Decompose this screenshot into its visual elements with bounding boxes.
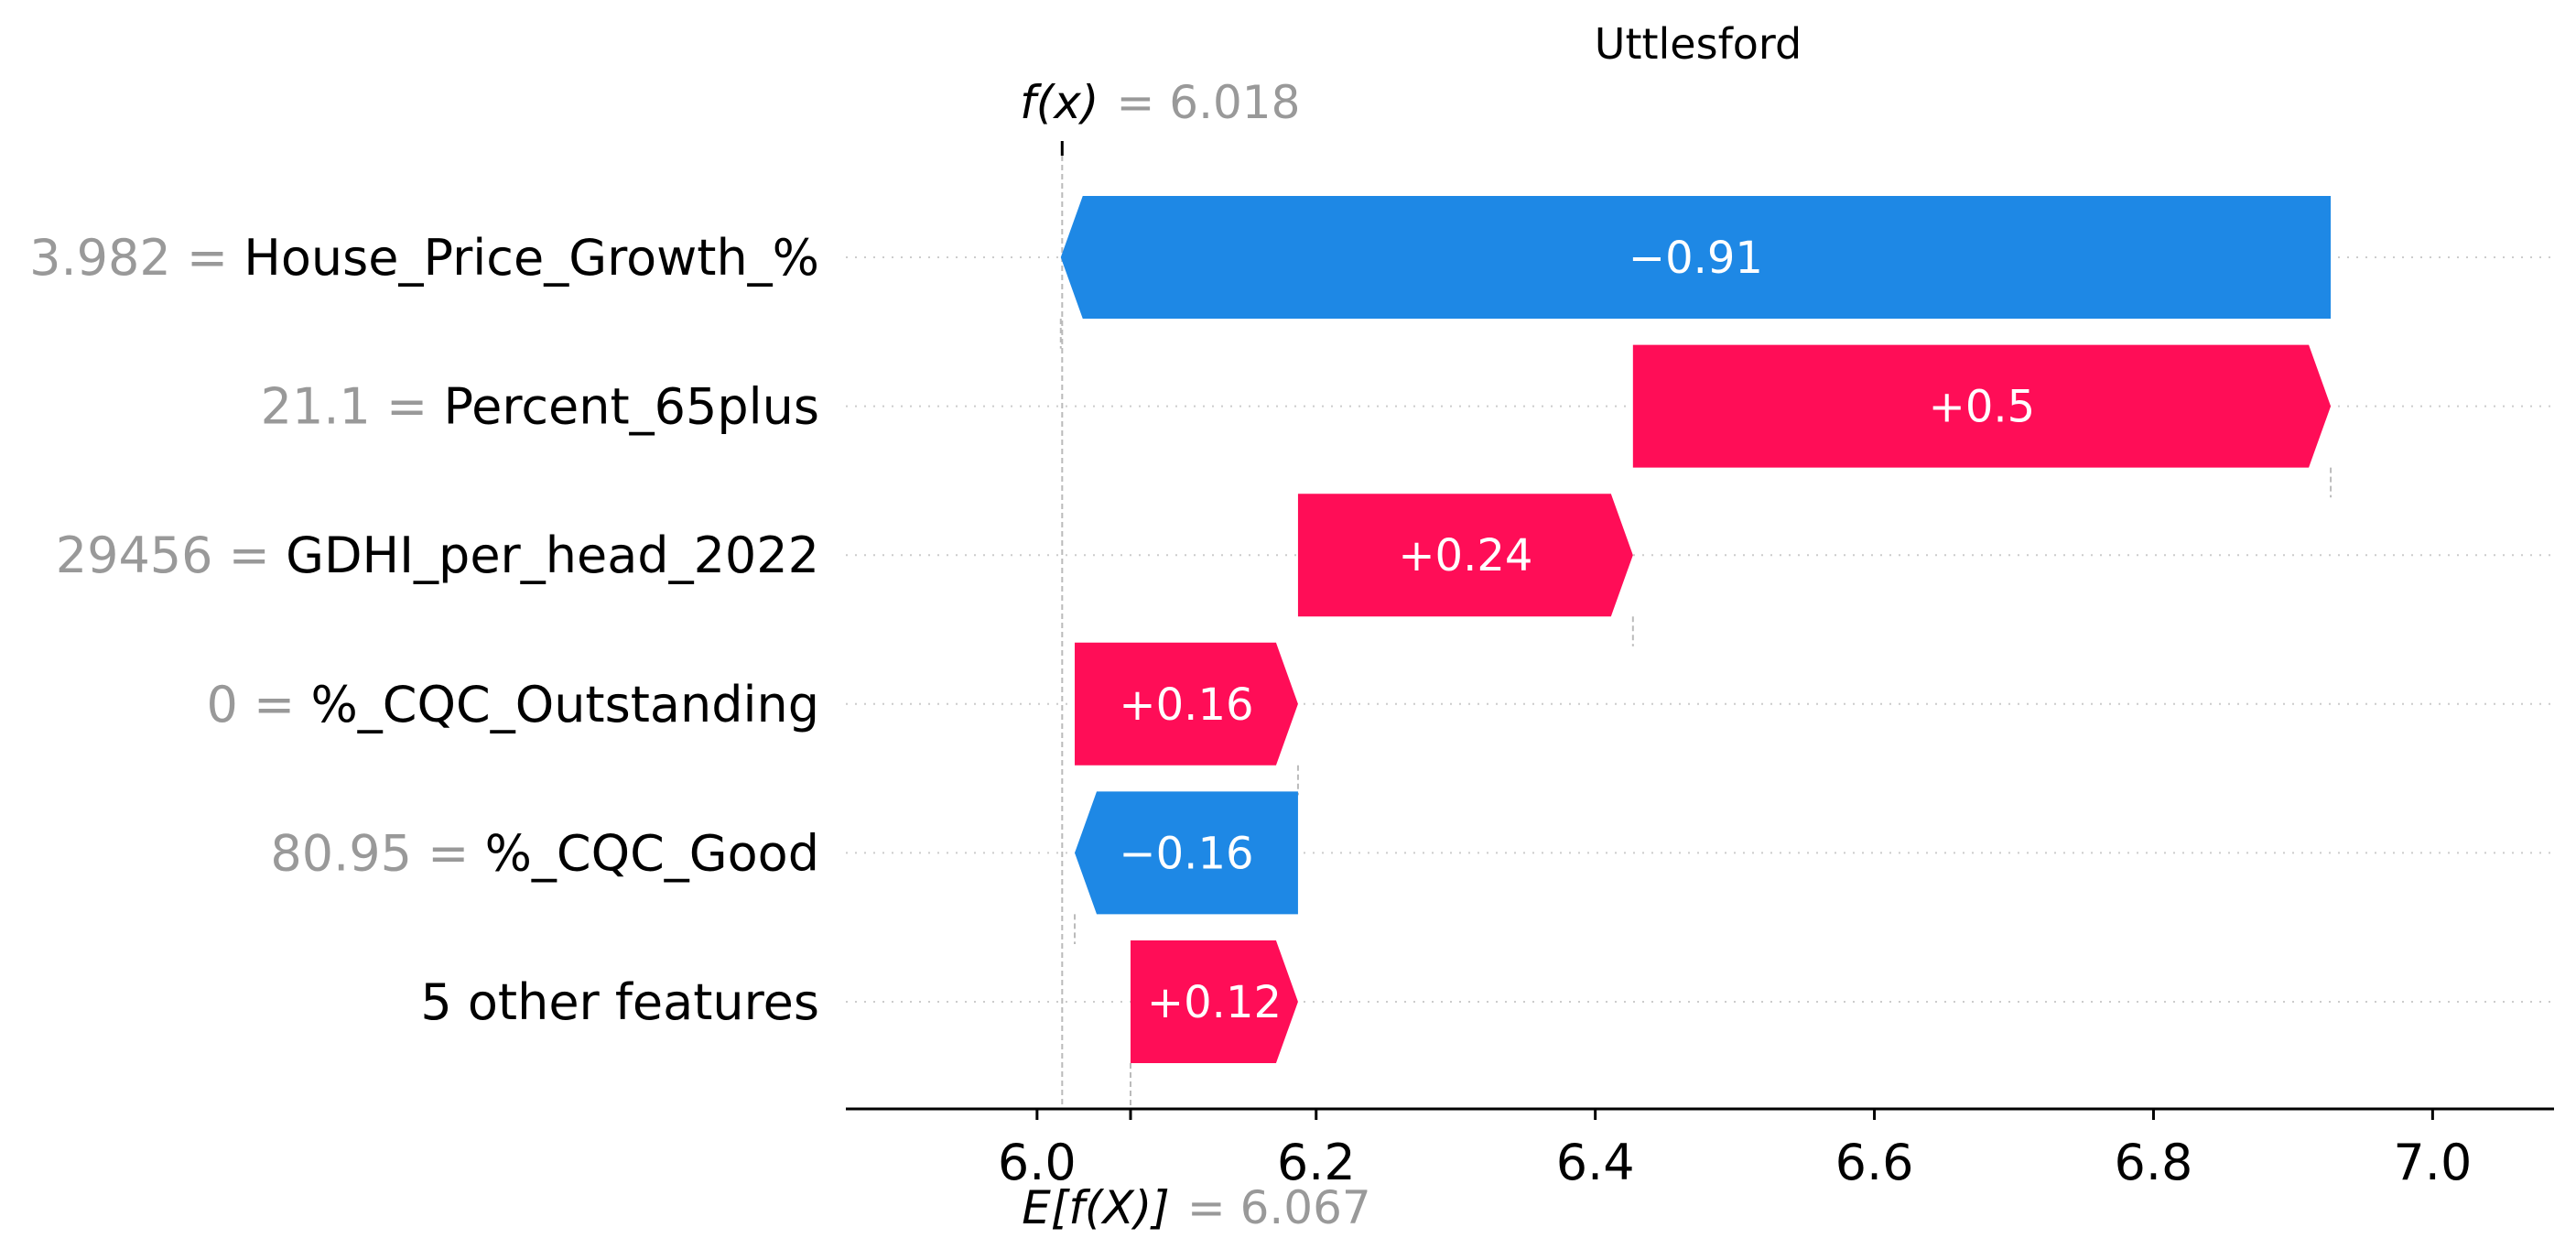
feature-name: GDHI_per_head_2022 bbox=[286, 527, 819, 584]
feature-label: 21.1 = Percent_65plus bbox=[261, 378, 819, 436]
feature-name: 5 other features bbox=[420, 973, 819, 1031]
efx-label: E[f(X)] bbox=[1022, 1181, 1169, 1234]
feature-value: 80.95 = bbox=[270, 824, 484, 882]
x-axis-ticks: 6.0 6.2 6.4 6.6 6.8 7.0 bbox=[998, 1109, 2472, 1191]
feature-name: Percent_65plus bbox=[443, 378, 819, 436]
feature-labels: 3.982 = House_Price_Growth_% 21.1 = Perce… bbox=[29, 229, 819, 1031]
efx-value: = 6.067 bbox=[1187, 1181, 1371, 1234]
bar-negative bbox=[1075, 791, 1298, 915]
feature-value: 0 = bbox=[207, 676, 311, 733]
x-tick-label: 6.4 bbox=[1556, 1134, 1635, 1191]
feature-name: %_CQC_Outstanding bbox=[310, 676, 819, 733]
fx-annotation-text: f(x) = 6.018 bbox=[1020, 76, 1300, 129]
x-tick-label: 6.6 bbox=[1835, 1134, 1914, 1191]
fx-annotation: f(x) = 6.018 bbox=[1020, 76, 1300, 156]
fx-value: = 6.018 bbox=[1116, 76, 1300, 129]
feature-label: 5 other features bbox=[420, 973, 819, 1031]
x-tick-label: 6.0 bbox=[998, 1134, 1077, 1191]
connector-lines bbox=[1059, 147, 2332, 1109]
bar-value-label: −0.91 bbox=[1629, 233, 1763, 284]
feature-value: 21.1 = bbox=[261, 378, 444, 436]
feature-label: 29456 = GDHI_per_head_2022 bbox=[56, 527, 819, 584]
x-tick-label: 7.0 bbox=[2393, 1134, 2472, 1191]
efx-annotation: E[f(X)] = 6.067 bbox=[1022, 1109, 1371, 1234]
bar-positive bbox=[1131, 940, 1298, 1063]
bar-value-label: +0.12 bbox=[1147, 977, 1282, 1028]
x-tick-label: 6.8 bbox=[2115, 1134, 2193, 1191]
feature-label: 3.982 = House_Price_Growth_% bbox=[29, 229, 819, 287]
bar-value-label: −0.16 bbox=[1119, 828, 1253, 879]
bar-positive bbox=[1632, 344, 2332, 468]
bar-value-label: +0.16 bbox=[1119, 679, 1253, 731]
chart-title: Uttlesford bbox=[1595, 19, 1802, 69]
bars: −0.91 +0.5 +0.24 +0.16 −0.16 +0.12 bbox=[1060, 196, 2332, 1063]
bar-negative bbox=[1060, 196, 2332, 319]
bar-value-label: +0.5 bbox=[1929, 382, 2036, 433]
feature-label: 0 = %_CQC_Outstanding bbox=[207, 676, 819, 733]
bar-positive bbox=[1075, 642, 1298, 766]
feature-value: 3.982 = bbox=[29, 229, 244, 287]
bar-positive bbox=[1297, 494, 1633, 617]
feature-name: House_Price_Growth_% bbox=[244, 229, 819, 287]
feature-label: 80.95 = %_CQC_Good bbox=[270, 824, 819, 882]
feature-name: %_CQC_Good bbox=[485, 824, 819, 882]
x-tick-label: 6.2 bbox=[1277, 1134, 1356, 1191]
fx-label: f(x) bbox=[1020, 76, 1099, 129]
feature-value: 29456 = bbox=[56, 527, 286, 584]
bar-value-label: +0.24 bbox=[1398, 530, 1532, 581]
efx-annotation-text: E[f(X)] = 6.067 bbox=[1022, 1181, 1371, 1234]
